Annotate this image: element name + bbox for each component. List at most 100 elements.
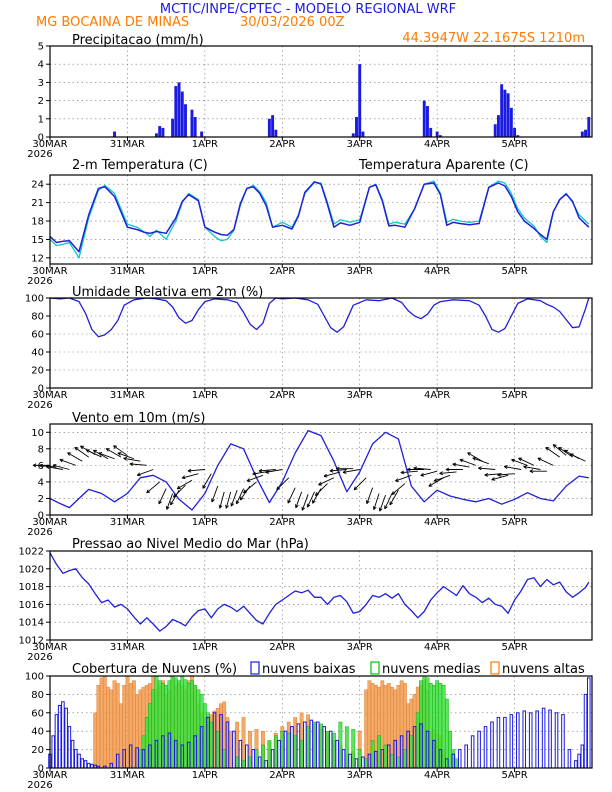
- wind-arrow-head: [315, 494, 319, 497]
- wind-arrow: [230, 490, 238, 507]
- clouds-bar-nuvens-medias: [254, 749, 259, 769]
- wind-ytick-label: 8: [38, 444, 44, 455]
- precip-bar: [267, 118, 271, 137]
- wind-arrow-head: [407, 469, 411, 472]
- wind-arrow-head: [491, 479, 496, 481]
- clouds-bar-nuvens-medias: [383, 744, 388, 769]
- rh-xtick-label: 5APR: [501, 390, 527, 401]
- wind-arrow-shaft: [243, 481, 257, 494]
- wind-arrow-head: [523, 466, 527, 469]
- wind-arrow: [287, 487, 296, 504]
- wind-arrow-head: [504, 465, 508, 467]
- wind-arrow: [85, 449, 102, 458]
- clouds-bar-nuvens-altas: [96, 685, 101, 769]
- wind-arrow: [537, 457, 554, 466]
- clouds-bar-nuvens-medias: [306, 726, 310, 769]
- clouds-bar-nuvens-medias: [402, 749, 407, 769]
- precip-bar: [351, 133, 355, 137]
- wind-arrow-head: [176, 485, 180, 490]
- wind-arrow-head: [239, 496, 242, 501]
- precip-bar: [506, 93, 510, 137]
- wind-arrow-head: [32, 464, 37, 468]
- precip-bar: [158, 126, 162, 137]
- wind-arrow-head: [413, 467, 417, 471]
- wind-arrow: [439, 471, 457, 476]
- wind-arrow-shaft: [504, 466, 522, 470]
- wind-ytick-label: 4: [38, 477, 44, 488]
- rh-ytick-label: 60: [31, 330, 44, 341]
- clouds-bar-nuvens-medias: [357, 749, 362, 769]
- precip-ytick-label: 3: [38, 78, 44, 89]
- clouds-ytick-label: 100: [25, 672, 44, 683]
- wind-arrow-shaft: [123, 457, 141, 462]
- wind-arrow: [569, 453, 586, 462]
- wind-arrow-head: [45, 466, 50, 469]
- wind-arrow: [173, 484, 186, 498]
- temp-xtick-label: 30MAR: [32, 266, 67, 277]
- wind-arrow: [176, 479, 193, 490]
- clouds-bar-nuvens-medias: [448, 731, 452, 769]
- precip-bar: [438, 135, 442, 137]
- wind-arrow: [342, 469, 360, 474]
- wind-arrow-head: [518, 457, 522, 462]
- precip-bar: [358, 64, 362, 137]
- wind-arrow: [433, 474, 451, 482]
- clouds-bar-nuvens-altas: [102, 675, 107, 769]
- wind-arrow-head: [243, 489, 246, 494]
- clouds-bar-nuvens-baixas: [574, 760, 578, 769]
- precip-bar: [584, 129, 587, 137]
- clouds-bar-nuvens-medias: [409, 735, 414, 769]
- clouds-bar-nuvens-baixas: [348, 753, 352, 769]
- legend-mid-clouds: nuvens medias: [382, 662, 481, 677]
- precip-frame: [49, 45, 593, 138]
- wind-arrow-shaft: [318, 477, 335, 486]
- wind-arrow: [511, 458, 528, 466]
- precip-bar: [580, 131, 584, 137]
- wind-arrow-head: [497, 472, 501, 476]
- mslp-xtick-label: 1APR: [192, 642, 218, 653]
- clouds-bar-nuvens-medias: [351, 729, 356, 769]
- temp-xtick-label: 2APR: [269, 266, 295, 277]
- clouds-bar-nuvens-altas: [131, 680, 136, 769]
- wind-arrow: [529, 469, 547, 474]
- clouds-bar-nuvens-baixas: [528, 712, 533, 769]
- legend-mid-clouds-swatch: [370, 661, 380, 675]
- wind-arrow-head: [32, 463, 37, 466]
- wind-arrow-head: [85, 449, 89, 453]
- precip-bar: [435, 131, 439, 137]
- wind-xtick-label: 30MAR: [32, 517, 67, 528]
- wind-arrow-shaft: [129, 463, 147, 466]
- wind-arrow-head: [389, 502, 394, 506]
- temp-ytick-label: 15: [31, 235, 44, 246]
- clouds-bar-nuvens-baixas: [341, 749, 346, 769]
- wind-arrow-head: [459, 459, 463, 463]
- wind-arrow-head: [39, 465, 43, 468]
- wind-arrow-head: [59, 459, 63, 463]
- wind-arrow-head: [318, 481, 322, 486]
- clouds-ytick-label: 20: [31, 745, 44, 756]
- clouds-bar-nuvens-medias: [444, 698, 449, 769]
- wind-arrow-shaft: [373, 493, 380, 510]
- wind-arrow-head: [413, 466, 418, 469]
- wind-arrow: [158, 488, 167, 505]
- clouds-bar-nuvens-baixas: [315, 721, 320, 769]
- wind-arrow: [123, 456, 141, 462]
- precip-bar: [113, 131, 116, 137]
- precip-ytick-label: 1: [38, 114, 44, 125]
- mslp-ytick-label: 1022: [19, 547, 44, 558]
- precip-bar: [500, 84, 504, 137]
- wind-arrow-shaft: [98, 452, 115, 460]
- wind-arrow-shaft: [265, 469, 283, 473]
- wind-arrow-head: [236, 501, 240, 505]
- wind-arrow: [59, 458, 76, 466]
- clouds-bar-nuvens-medias: [151, 689, 156, 769]
- wind-arrow: [265, 469, 283, 474]
- wind-arrow-shaft: [329, 469, 347, 472]
- clouds-bar-nuvens-baixas: [86, 762, 91, 769]
- precip-xtick-label: 3APR: [347, 139, 373, 150]
- wind-arrow: [336, 466, 354, 471]
- wind-arrow-head: [46, 465, 50, 467]
- wind-arrow: [504, 465, 522, 470]
- rh-ytick-label: 100: [25, 294, 44, 305]
